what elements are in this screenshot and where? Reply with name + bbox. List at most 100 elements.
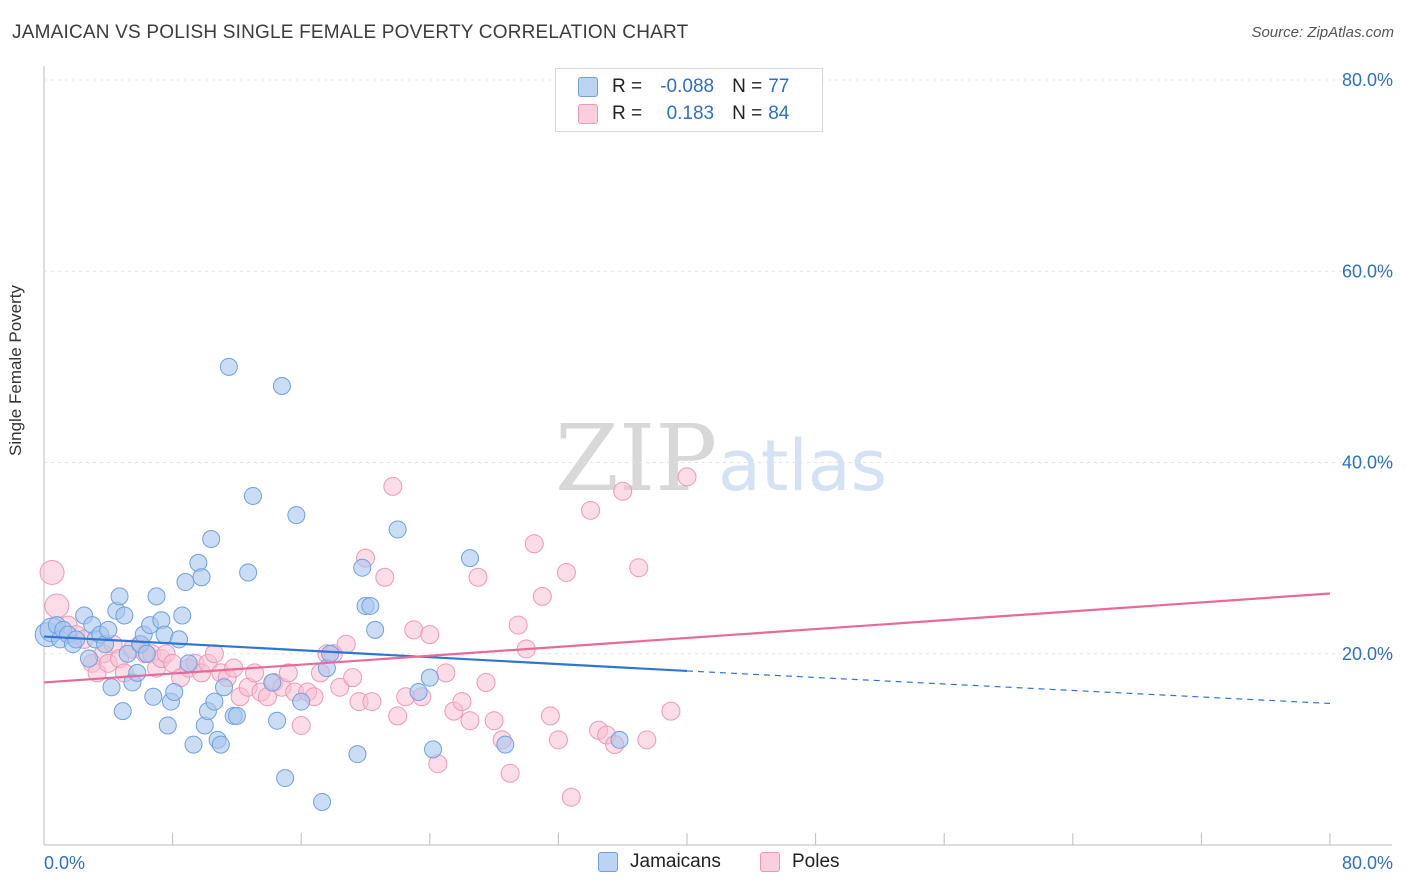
jamaicans-point: [80, 649, 99, 668]
poles-point: [508, 615, 528, 635]
watermark-atlas: atlas: [718, 425, 887, 507]
poles-trend-line: [43, 592, 1331, 684]
x-tick-label: 0.0%: [44, 853, 85, 873]
jamaicans-point: [353, 558, 372, 577]
jamaicans-point: [239, 563, 258, 582]
legend-r-value: 0.183: [666, 103, 715, 124]
poles-point: [540, 706, 560, 726]
jamaicans-point: [165, 683, 184, 701]
jamaicans-point: [292, 692, 311, 711]
legend-swatch-jamaicans: [598, 852, 618, 872]
jamaicans-point: [268, 711, 287, 730]
poles-point: [629, 558, 649, 578]
poles-point: [468, 567, 488, 587]
y-tick-label: 60.0%: [1342, 261, 1393, 281]
legend-n-label: N =: [732, 103, 763, 124]
poles-point: [484, 711, 504, 731]
jamaicans-point: [192, 568, 211, 587]
poles-point: [383, 476, 403, 496]
jamaicans-point: [158, 716, 177, 735]
chart-title: JAMAICAN VS POLISH SINGLE FEMALE POVERTY…: [12, 22, 689, 43]
jamaicans-point: [366, 620, 385, 639]
jamaicans-point: [243, 486, 262, 505]
legend-label-poles: Poles: [792, 851, 840, 872]
poles-point: [420, 625, 440, 645]
jamaicans-point: [219, 357, 238, 376]
trend-lines: [43, 592, 1331, 705]
poles-point: [343, 668, 363, 688]
poles-point: [556, 562, 576, 582]
legend-r-value: -0.088: [660, 76, 715, 97]
jamaicans-point: [179, 654, 198, 673]
jamaicans-point: [215, 678, 234, 697]
poles-point: [548, 730, 568, 750]
poles-point: [278, 663, 298, 683]
poles-point: [460, 711, 480, 731]
poles-point: [204, 644, 224, 664]
jamaicans-point: [276, 769, 295, 788]
jamaicans-point: [287, 506, 306, 525]
jamaicans-point: [137, 644, 156, 663]
jamaicans-point: [147, 587, 166, 606]
poles-point: [476, 672, 496, 692]
poles-point: [362, 692, 382, 712]
jamaicans-trend-extension: [686, 670, 1331, 705]
legend-item-jamaicans[interactable]: Jamaicans: [598, 851, 721, 873]
legend-label-jamaicans: Jamaicans: [630, 851, 721, 872]
poles-point: [677, 467, 697, 487]
axes: [43, 66, 1392, 846]
jamaicans-point: [144, 687, 163, 706]
jamaicans-point: [128, 663, 147, 682]
poles-point: [336, 634, 356, 654]
poles-point: [404, 620, 424, 640]
legend-swatch-poles: [760, 852, 780, 872]
legend-r-label: R =: [612, 76, 643, 97]
jamaicans-point: [348, 745, 367, 764]
poles-point: [330, 677, 350, 697]
poles-point: [291, 715, 311, 735]
poles-point: [524, 534, 544, 554]
poles-point: [452, 692, 472, 712]
jamaicans-point: [102, 678, 121, 697]
poles-point: [637, 730, 657, 750]
legend-row-poles: R = 0.183 N = 84: [578, 102, 789, 126]
jamaicans-point: [170, 630, 189, 649]
series-legend: Jamaicans Poles: [0, 851, 1406, 877]
poles-point: [436, 663, 456, 683]
jamaicans-point: [110, 587, 129, 606]
y-tick-label: 80.0%: [1342, 70, 1393, 90]
jamaicans-point: [118, 644, 137, 663]
jamaicans-point: [227, 706, 246, 725]
jamaicans-point: [205, 692, 224, 711]
jamaicans-point: [496, 735, 515, 754]
legend-n-value: 77: [768, 76, 790, 97]
tick-labels: 20.0% 40.0% 60.0% 80.0% 0.0% 80.0%: [44, 70, 1393, 873]
jamaicans-point: [460, 549, 479, 568]
poles-point: [581, 500, 601, 520]
chart-source: Source: ZipAtlas.com: [1251, 24, 1394, 41]
jamaicans-point: [409, 683, 428, 701]
jamaicans-point: [115, 606, 134, 625]
legend-n-label: N =: [732, 76, 763, 97]
jamaicans-point: [321, 644, 340, 663]
legend-item-poles[interactable]: Poles: [760, 851, 840, 873]
poles-point: [39, 559, 65, 585]
jamaicans-point: [184, 735, 203, 754]
jamaicans-point: [272, 377, 291, 395]
jamaicans-points: [34, 357, 629, 811]
jamaicans-trend-line: [43, 635, 688, 673]
watermark-zip: ZIP: [555, 405, 717, 512]
jamaicans-point: [263, 673, 282, 692]
x-tick-label: 80.0%: [1342, 853, 1393, 873]
jamaicans-point: [211, 735, 230, 754]
y-tick-label: 40.0%: [1342, 453, 1393, 473]
poles-point: [561, 787, 581, 807]
jamaicans-point: [388, 520, 407, 539]
jamaicans-point: [361, 596, 380, 615]
poles-point: [661, 701, 681, 721]
jamaicans-point: [420, 668, 439, 687]
jamaicans-point: [176, 573, 195, 592]
poles-point: [613, 481, 633, 501]
poles-point: [44, 593, 70, 619]
